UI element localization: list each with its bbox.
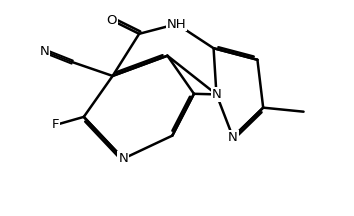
Text: N: N [119,152,128,165]
Text: NH: NH [167,17,187,30]
Text: N: N [228,131,238,144]
Text: O: O [107,14,117,27]
Text: N: N [40,45,50,58]
Text: N: N [212,88,221,101]
Text: F: F [52,118,59,132]
